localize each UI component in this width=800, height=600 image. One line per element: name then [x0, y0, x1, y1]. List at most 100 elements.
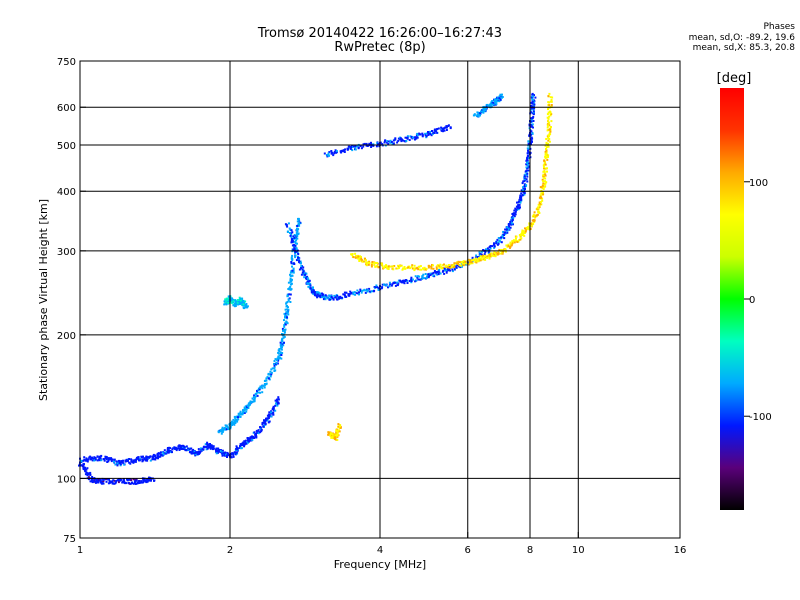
data-point [339, 426, 342, 429]
data-point [217, 450, 220, 453]
data-point [290, 270, 293, 273]
data-point [234, 299, 237, 302]
x-tick-label: 1 [77, 545, 83, 556]
data-point [539, 195, 542, 198]
data-point [244, 442, 247, 445]
data-point [364, 257, 366, 260]
data-point [403, 266, 406, 268]
data-point [314, 294, 317, 297]
data-point [463, 262, 466, 264]
data-point [450, 264, 453, 267]
data-point [547, 111, 550, 114]
data-point [295, 231, 298, 234]
data-point [419, 265, 422, 268]
data-point [253, 431, 256, 434]
data-point [495, 253, 498, 256]
data-point [291, 265, 293, 268]
data-point [541, 187, 544, 189]
data-point [543, 161, 546, 164]
data-point [362, 289, 365, 292]
data-point [433, 129, 436, 132]
data-point [337, 296, 340, 299]
data-point [93, 456, 96, 459]
data-point [360, 257, 363, 260]
data-point [432, 264, 434, 267]
data-point [331, 434, 334, 437]
data-point [316, 292, 319, 295]
data-point [522, 180, 525, 183]
data-point [544, 174, 547, 177]
data-point [526, 147, 529, 150]
data-point [548, 121, 550, 124]
data-point [502, 250, 504, 253]
data-point [272, 409, 275, 412]
data-point [252, 396, 255, 398]
data-point [296, 237, 299, 240]
data-point [278, 354, 281, 357]
data-point [529, 109, 532, 112]
data-point [238, 296, 241, 299]
data-point [490, 103, 493, 106]
data-point [376, 265, 378, 268]
data-point [300, 267, 302, 270]
data-point [374, 262, 377, 264]
data-point [527, 144, 530, 147]
data-point [290, 241, 293, 244]
data-point [290, 288, 293, 291]
data-point [304, 273, 307, 276]
data-point [548, 128, 551, 131]
data-point [218, 449, 221, 451]
data-point [335, 298, 338, 301]
data-point [145, 455, 148, 458]
data-point [219, 429, 222, 432]
data-point [524, 187, 526, 190]
data-point [429, 274, 432, 277]
data-point [518, 203, 521, 206]
data-point [545, 150, 548, 153]
data-point [501, 252, 504, 255]
data-point [114, 463, 117, 466]
data-point [530, 101, 533, 104]
data-point [477, 115, 480, 118]
data-point [524, 173, 527, 176]
data-point [377, 288, 380, 291]
data-point [107, 482, 110, 485]
data-point [453, 262, 456, 265]
data-point [154, 454, 157, 457]
data-point [111, 480, 113, 483]
data-point [373, 289, 376, 292]
data-point [438, 264, 441, 267]
data-point [482, 111, 485, 114]
data-point [290, 280, 293, 282]
data-point [307, 283, 310, 285]
data-point [399, 280, 402, 283]
data-point [548, 124, 551, 127]
data-point [400, 140, 403, 143]
data-point [301, 271, 304, 274]
data-point [85, 459, 88, 462]
data-point [122, 479, 125, 482]
data-point [516, 241, 519, 243]
data-point [110, 460, 113, 463]
data-point [242, 410, 245, 413]
data-point [425, 135, 428, 138]
data-point [515, 205, 518, 208]
data-point [413, 264, 416, 267]
data-point [178, 449, 181, 451]
x-tick-label: 2 [227, 545, 233, 556]
data-point [381, 143, 384, 146]
data-point [193, 452, 196, 455]
data-point [374, 265, 377, 268]
data-point [389, 265, 392, 268]
data-point [291, 258, 294, 261]
y-tick-label: 75 [63, 534, 76, 545]
data-point [282, 336, 285, 339]
data-point [456, 262, 459, 265]
data-point [418, 278, 421, 281]
data-point [345, 291, 348, 294]
data-point [548, 115, 551, 118]
data-point [297, 217, 300, 220]
data-point [199, 450, 202, 453]
data-point [547, 142, 550, 145]
data-point [471, 262, 474, 265]
